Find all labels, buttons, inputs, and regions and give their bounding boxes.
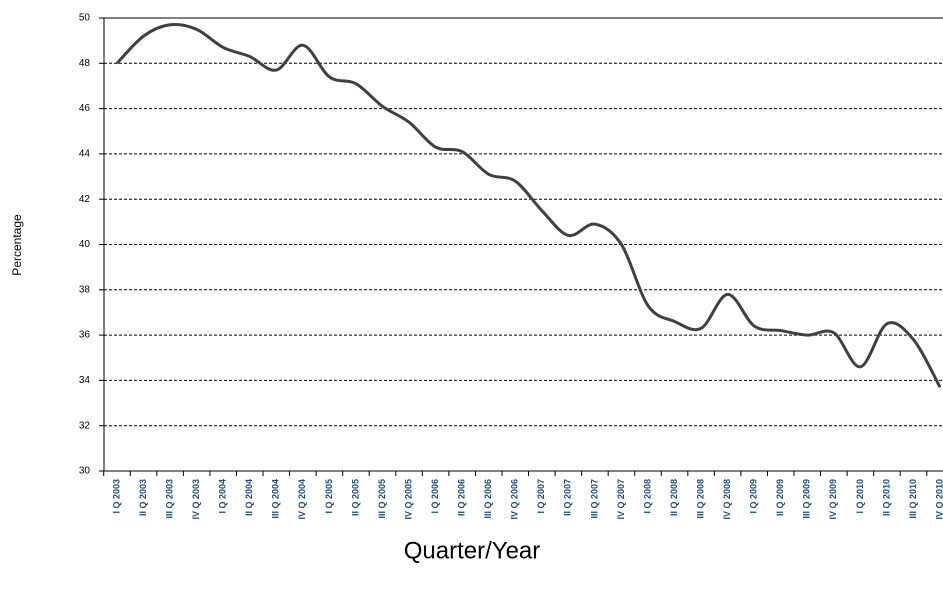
x-tick-label: IV Q 2006 [510, 479, 520, 520]
x-tick-label: III Q 2006 [483, 479, 493, 519]
x-tick-label: IV Q 2010 [934, 479, 943, 520]
x-tick-label: III Q 2004 [271, 479, 281, 519]
x-tick-label: I Q 2005 [324, 479, 334, 514]
x-tick-label: II Q 2010 [881, 479, 891, 516]
x-tick-label: I Q 2007 [536, 479, 546, 514]
y-tick-label: 36 [79, 330, 91, 341]
x-tick-label: II Q 2007 [563, 479, 573, 516]
y-tick-label: 42 [79, 194, 91, 205]
x-tick-label: II Q 2004 [244, 479, 254, 516]
x-tick-label: II Q 2008 [669, 479, 679, 516]
x-tick-label: II Q 2009 [775, 479, 785, 516]
y-tick-label: 46 [79, 103, 91, 114]
y-tick-label: 44 [79, 149, 91, 160]
x-tick-label: II Q 2005 [350, 479, 360, 516]
x-tick-label: IV Q 2009 [828, 479, 838, 520]
x-tick-label: III Q 2005 [377, 479, 387, 519]
x-tick-label: II Q 2003 [138, 479, 148, 516]
x-tick-label: III Q 2007 [589, 479, 599, 519]
x-tick-label: I Q 2003 [111, 479, 121, 514]
x-tick-label: IV Q 2003 [191, 479, 201, 520]
x-tick-label: I Q 2009 [749, 479, 759, 514]
x-axis-label: Quarter/Year [404, 537, 541, 564]
x-tick-label: III Q 2003 [164, 479, 174, 519]
y-tick-label: 32 [79, 420, 91, 431]
x-tick-label: IV Q 2008 [722, 479, 732, 520]
y-tick-label: 30 [79, 466, 91, 477]
x-tick-label: IV Q 2005 [403, 479, 413, 520]
x-tick-label: I Q 2006 [430, 479, 440, 514]
y-axis-label: Percentage [10, 214, 24, 276]
x-tick-label: III Q 2010 [908, 479, 918, 519]
x-tick-label: I Q 2004 [218, 479, 228, 514]
x-tick-label: III Q 2009 [802, 479, 812, 519]
x-tick-label: III Q 2008 [695, 479, 705, 519]
x-tick-label: IV Q 2004 [297, 479, 307, 520]
y-tick-label: 34 [79, 375, 91, 386]
x-tick-label: IV Q 2007 [616, 479, 626, 520]
y-tick-label: 48 [79, 58, 91, 69]
data-line [115, 22, 942, 388]
x-tick-label: II Q 2006 [457, 479, 467, 516]
y-tick-label: 40 [79, 239, 91, 250]
y-tick-label: 50 [79, 13, 91, 24]
x-tick-label: I Q 2010 [855, 479, 865, 514]
x-tick-label: I Q 2008 [642, 479, 652, 514]
y-tick-label: 38 [79, 284, 91, 295]
